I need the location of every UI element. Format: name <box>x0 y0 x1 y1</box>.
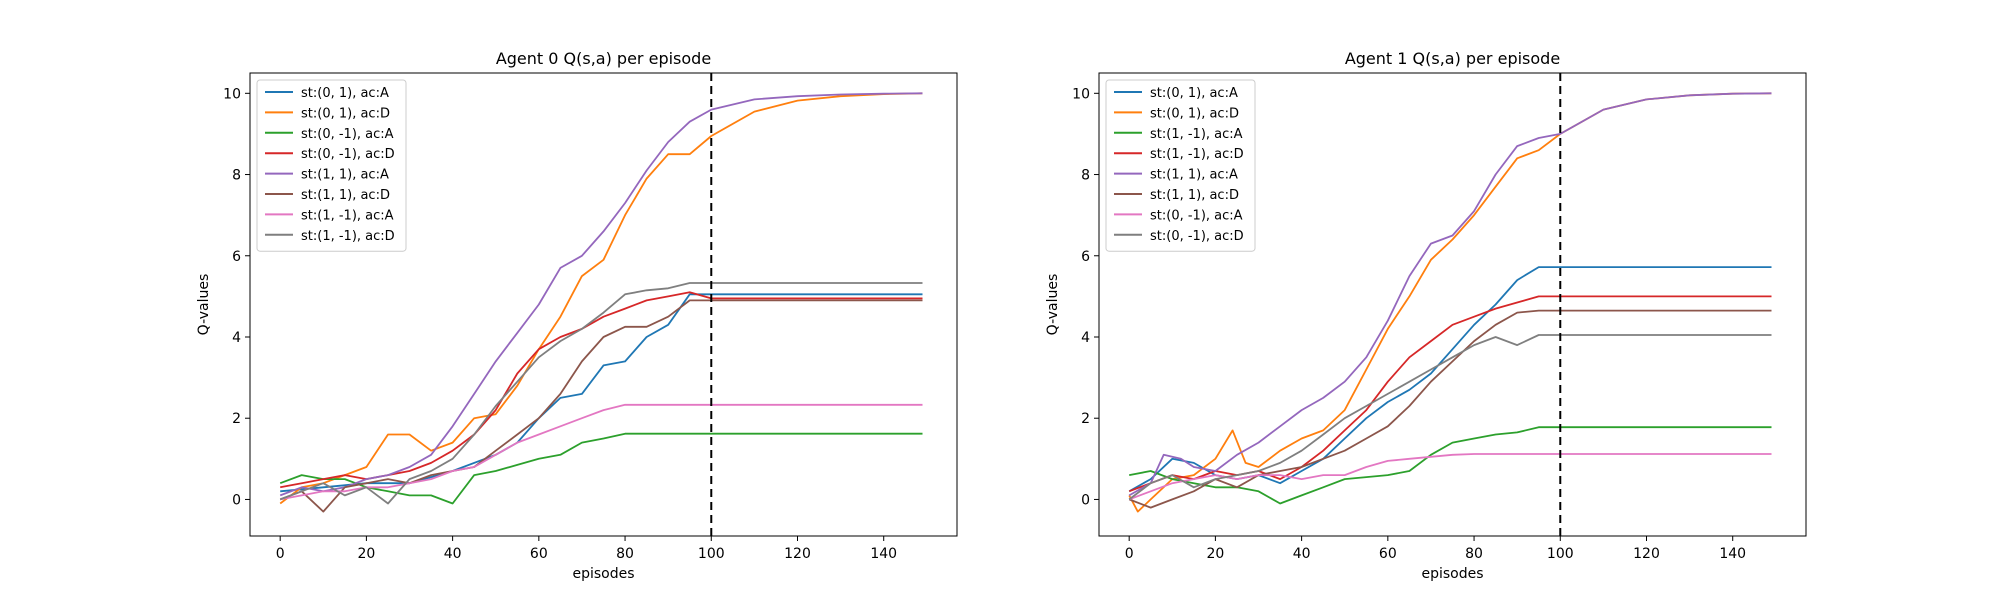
x-tick-label: 60 <box>1379 546 1397 562</box>
x-tick-label: 140 <box>1719 546 1746 562</box>
legend: st:(0, 1), ac:A st:(0, 1), ac:D st:(1, -1)… <box>1105 79 1256 252</box>
y-axis-label: Q-values <box>196 274 212 336</box>
x-tick-label: 40 <box>444 546 462 562</box>
x-tick-label: 120 <box>1633 546 1660 562</box>
chart-title: Agent 1 Q(s,a) per episode <box>1345 49 1560 68</box>
y-tick-label: 6 <box>232 249 241 265</box>
chart-title: Agent 0 Q(s,a) per episode <box>496 49 711 68</box>
y-tick-label: 8 <box>1081 168 1090 184</box>
x-tick-label: 100 <box>698 546 725 562</box>
y-axis-label: Q-values <box>1045 274 1061 336</box>
legend-label: st:(1, 1), ac:D <box>1150 188 1239 203</box>
legend-label: st:(0, -1), ac:A <box>301 127 394 142</box>
x-tick-label: 80 <box>616 546 634 562</box>
plot-area-frame <box>1098 72 1807 537</box>
legend-label: st:(0, -1), ac:D <box>1150 229 1244 244</box>
series-line-8 <box>1128 334 1772 501</box>
legend-label: st:(1, -1), ac:D <box>301 229 395 244</box>
legend: st:(0, 1), ac:A st:(0, 1), ac:D st:(0, -1)… <box>256 79 407 252</box>
legend-label: st:(0, -1), ac:D <box>301 147 395 162</box>
x-tick-label: 20 <box>357 546 375 562</box>
legend-label: st:(1, 1), ac:A <box>301 168 389 183</box>
legend-label: st:(0, 1), ac:A <box>1150 86 1238 101</box>
x-tick-label: 140 <box>870 546 897 562</box>
legend-box <box>1105 79 1256 252</box>
series-line-5 <box>1128 92 1772 497</box>
series-line-5 <box>279 92 923 497</box>
y-tick-label: 0 <box>1081 492 1090 508</box>
x-tick-label: 120 <box>784 546 811 562</box>
x-axis-ticks: 0 20 40 60 80 100 120 140 <box>276 536 897 562</box>
series-line-4 <box>280 291 923 489</box>
y-tick-label: 8 <box>232 168 241 184</box>
y-tick-label: 2 <box>1081 411 1090 427</box>
series-line-4 <box>1128 295 1772 493</box>
plot-lines-agent-0 <box>279 92 923 513</box>
y-tick-label: 0 <box>232 492 241 508</box>
legend-label: st:(1, -1), ac:A <box>1150 127 1243 142</box>
y-tick-label: 4 <box>1081 330 1090 346</box>
x-tick-label: 40 <box>1293 546 1311 562</box>
x-tick-label: 0 <box>276 546 285 562</box>
series-line-7 <box>1128 453 1772 501</box>
legend-label: st:(1, -1), ac:A <box>301 208 394 223</box>
legend-box <box>256 79 407 252</box>
plot-area-frame <box>249 72 958 537</box>
x-tick-label: 0 <box>1125 546 1134 562</box>
x-tick-label: 100 <box>1547 546 1574 562</box>
legend-label: st:(0, -1), ac:A <box>1150 208 1243 223</box>
series-line-6 <box>279 299 923 513</box>
chart-panel-agent-0: 0 20 40 60 80 100 120 140 0 2 4 6 8 10 Agent 0 Q(s,a… <box>196 49 958 582</box>
x-tick-label: 80 <box>1465 546 1483 562</box>
legend-label: st:(1, 1), ac:A <box>1150 168 1238 183</box>
legend-label: st:(0, 1), ac:D <box>301 106 390 121</box>
y-axis-ticks: 0 2 4 6 8 10 <box>223 86 250 508</box>
plot-lines-agent-1 <box>1128 92 1772 513</box>
y-tick-label: 6 <box>1081 249 1090 265</box>
x-axis-label: episodes <box>572 566 634 582</box>
legend-label: st:(0, 1), ac:D <box>1150 106 1239 121</box>
series-line-8 <box>279 282 923 505</box>
y-tick-label: 4 <box>232 330 241 346</box>
series-line-1 <box>280 293 923 493</box>
x-tick-label: 20 <box>1206 546 1224 562</box>
y-tick-label: 2 <box>232 411 241 427</box>
y-tick-label: 10 <box>223 86 241 102</box>
chart-panel-agent-1: 0 20 40 60 80 100 120 140 0 2 4 6 8 10 Agent 1 Q(s,a… <box>1045 49 1807 582</box>
x-tick-label: 60 <box>530 546 548 562</box>
x-axis-ticks: 0 20 40 60 80 100 120 140 <box>1125 536 1746 562</box>
series-line-3 <box>279 432 923 505</box>
series-line-7 <box>280 403 923 501</box>
legend-label: st:(1, 1), ac:D <box>301 188 390 203</box>
y-tick-label: 10 <box>1072 86 1090 102</box>
legend-label: st:(1, -1), ac:D <box>1150 147 1244 162</box>
x-axis-label: episodes <box>1421 566 1483 582</box>
legend-label: st:(0, 1), ac:A <box>301 86 389 101</box>
series-line-2 <box>279 92 923 505</box>
series-line-6 <box>1128 309 1772 509</box>
y-axis-ticks: 0 2 4 6 8 10 <box>1072 86 1099 508</box>
